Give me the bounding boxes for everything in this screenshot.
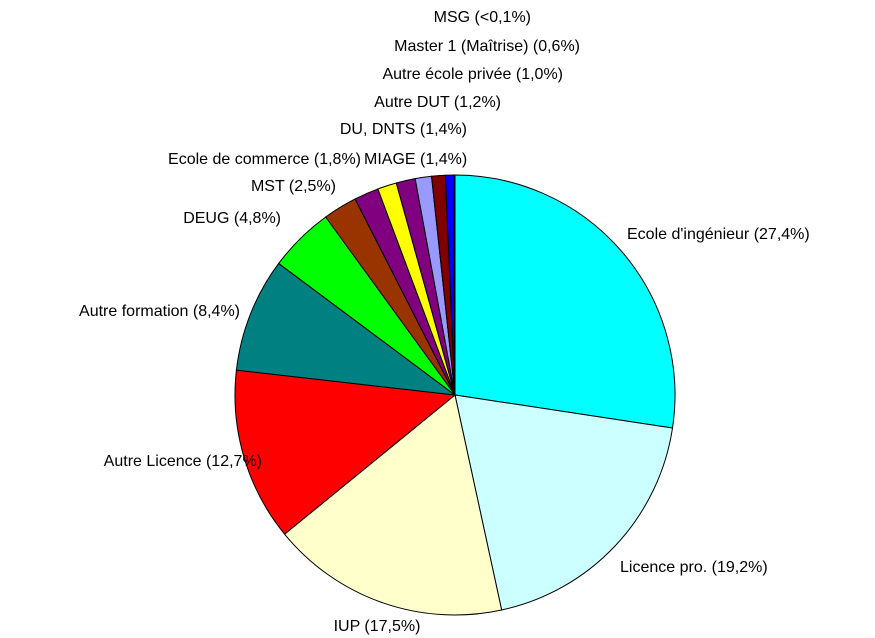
slice-name: DEUG (183, 210, 229, 227)
slice-label: DU, DNTS (1,4%) (340, 121, 467, 138)
slice-label: IUP (17,5%) (334, 618, 421, 635)
slice-name: IUP (334, 618, 360, 635)
slice-label: MIAGE (1,4%) (364, 151, 467, 168)
slice-value-label: (12,7%) (206, 453, 262, 470)
pie-slice (235, 262, 457, 396)
slice-label: MST (2,5%) (251, 178, 336, 195)
pie-slice (454, 394, 674, 611)
slice-value-label: (0,6%) (533, 38, 580, 55)
slice-value-label: (8,4%) (193, 303, 240, 320)
slice-label: Ecole d'ingénieur (27,4%) (627, 226, 810, 243)
slice-label: Ecole de commerce (1,8%) (168, 151, 361, 168)
slice-value-label: (1,4%) (420, 151, 467, 168)
slice-label: MSG (<0,1%) (434, 9, 531, 26)
pie-slice (454, 174, 676, 429)
slice-name: Ecole de commerce (168, 151, 309, 168)
slice-value-label: (2,5%) (289, 178, 336, 195)
slice-label: DEUG (4,8%) (183, 210, 281, 227)
slice-name: MSG (434, 9, 470, 26)
slice-label: Autre Licence (12,7%) (104, 453, 262, 470)
slice-name: DU, DNTS (340, 121, 416, 138)
slice-label: Autre formation (8,4%) (79, 303, 240, 320)
slice-value-label: (4,8%) (234, 210, 281, 227)
slice-value-label: (19,2%) (712, 559, 768, 576)
slice-label: Autre DUT (1,2%) (374, 94, 501, 111)
slice-value-label: (1,8%) (314, 151, 361, 168)
slice-value-label: (1,0%) (516, 66, 563, 83)
slice-value-label: (1,4%) (420, 121, 467, 138)
slice-name: MST (251, 178, 285, 195)
pie-slice (234, 369, 457, 535)
slice-name: Autre Licence (104, 453, 202, 470)
slice-label: Licence pro. (19,2%) (620, 559, 768, 576)
slice-name: Autre formation (79, 303, 188, 320)
slice-value-label: (<0,1%) (475, 9, 531, 26)
slice-value-label: (17,5%) (364, 618, 420, 635)
slice-value-label: (27,4%) (754, 226, 810, 243)
slice-name: Autre école privée (382, 66, 511, 83)
slice-label: Autre école privée (1,0%) (382, 66, 563, 83)
slice-name: Autre DUT (374, 94, 450, 111)
slice-value-label: (1,2%) (454, 94, 501, 111)
slice-name: MIAGE (364, 151, 416, 168)
slice-name: Ecole d'ingénieur (627, 226, 750, 243)
slice-name: Licence pro. (620, 559, 707, 576)
pie-slice (283, 394, 503, 616)
slice-label: Master 1 (Maîtrise) (0,6%) (394, 38, 580, 55)
pie-slice (453, 174, 456, 396)
slice-name: Master 1 (Maîtrise) (394, 38, 528, 55)
